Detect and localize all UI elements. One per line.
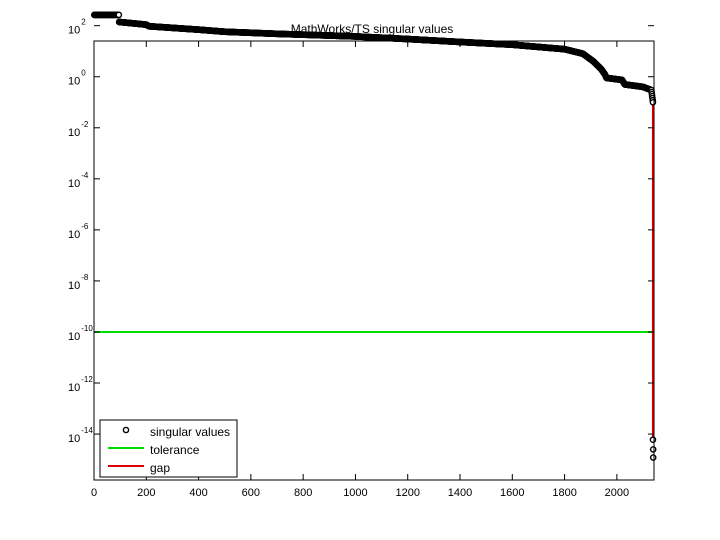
- x-tick-label: 800: [294, 487, 312, 499]
- x-tick-label: 1600: [500, 487, 524, 499]
- x-tick-label: 400: [189, 487, 207, 499]
- singular-value-point: [649, 98, 657, 106]
- legend: singular values tolerance gap: [99, 419, 238, 478]
- x-tick-label: 600: [242, 487, 260, 499]
- axes: 0 200 400 600 800 1000 1200 1400 1600 1800 2000 102…: [68, 18, 655, 499]
- legend-label-gap: gap: [150, 461, 170, 475]
- x-tick-label: 1400: [448, 487, 472, 499]
- y-tick-label: 10-8: [68, 273, 89, 292]
- singular-value-point: [649, 446, 657, 453]
- x-tick-label: 200: [137, 487, 155, 499]
- singular-value-point: [115, 11, 123, 19]
- x-tick-label: 0: [91, 487, 97, 499]
- y-tick-label: 100: [68, 69, 86, 88]
- y-tick-label: 102: [68, 18, 86, 37]
- legend-label-tolerance: tolerance: [150, 443, 200, 457]
- singular-value-point: [649, 454, 657, 461]
- y-tick-label: 10-10: [68, 324, 93, 343]
- legend-label-singular-values: singular values: [150, 425, 230, 439]
- y-tick-label: 10-2: [68, 120, 89, 139]
- y-tick-label: 10-12: [68, 375, 93, 394]
- y-tick-label: 10-4: [68, 171, 89, 190]
- axes-box: [93, 40, 655, 481]
- legend-marker-singular-values: [122, 426, 130, 434]
- singular-values-markers: [90, 11, 657, 461]
- x-tick-label: 2000: [605, 487, 629, 499]
- singular-value-point: [649, 436, 657, 444]
- x-tick-label: 1800: [552, 487, 576, 499]
- x-tick-label: 1000: [343, 487, 367, 499]
- y-tick-label: 10-6: [68, 222, 89, 241]
- plot-area: [90, 11, 657, 461]
- x-tick-label: 1200: [395, 487, 419, 499]
- y-tick-label: 10-14: [68, 426, 93, 445]
